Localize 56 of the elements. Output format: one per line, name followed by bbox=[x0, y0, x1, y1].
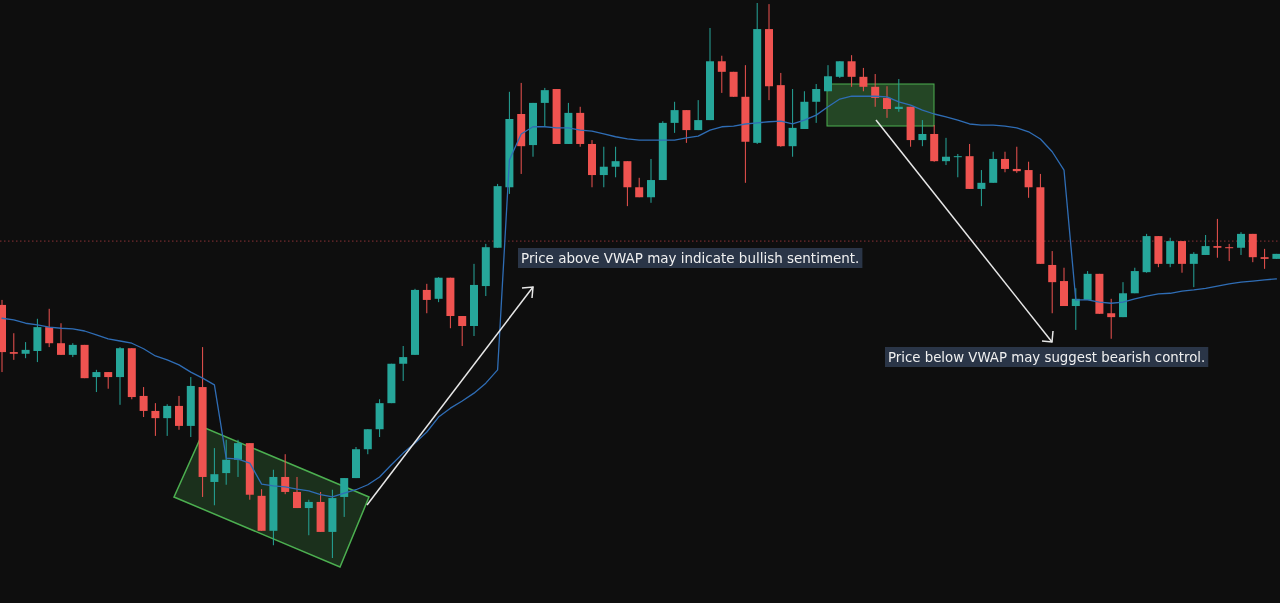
candlestick bbox=[1107, 298, 1116, 340]
candlestick bbox=[647, 158, 655, 204]
candlestick bbox=[540, 87, 549, 128]
candlestick bbox=[694, 99, 703, 131]
candlestick bbox=[682, 109, 691, 144]
candlestick bbox=[422, 283, 431, 314]
candlestick bbox=[871, 73, 880, 108]
candlestick bbox=[670, 101, 679, 134]
annotation: Price below VWAP may suggest bearish control. bbox=[888, 348, 1210, 365]
annotation: Price above VWAP may indicate bullish sentiment. bbox=[521, 249, 861, 266]
candlestick bbox=[1189, 251, 1198, 288]
candlestick bbox=[222, 439, 231, 486]
candlestick bbox=[989, 151, 998, 184]
candlestick bbox=[1248, 233, 1257, 263]
candlestick bbox=[234, 439, 242, 478]
candlestick bbox=[859, 67, 868, 92]
candlestick bbox=[45, 308, 54, 348]
candlestick bbox=[812, 83, 821, 124]
candlestick bbox=[1166, 237, 1175, 268]
candlestick bbox=[163, 403, 172, 437]
candlestick bbox=[1201, 234, 1210, 256]
candlestick bbox=[1260, 248, 1269, 270]
candlestick bbox=[92, 369, 101, 393]
candlestick bbox=[1225, 243, 1234, 262]
candlestick bbox=[1178, 240, 1186, 274]
candlestick bbox=[434, 276, 443, 303]
candlestick bbox=[281, 453, 290, 495]
candlestick bbox=[918, 119, 927, 147]
candlestick bbox=[363, 428, 372, 455]
candlestick bbox=[33, 318, 42, 363]
candlestick bbox=[9, 332, 18, 361]
candlestick bbox=[883, 85, 891, 119]
candlestick bbox=[57, 322, 65, 356]
candlestick bbox=[824, 64, 832, 92]
candlestick bbox=[1024, 161, 1033, 199]
candlestick bbox=[953, 153, 962, 178]
candlestick bbox=[1213, 218, 1222, 259]
candlestick bbox=[847, 54, 856, 88]
candlestick bbox=[599, 146, 608, 188]
candlestick bbox=[1001, 151, 1009, 173]
candlestick bbox=[1048, 250, 1057, 314]
candlestick bbox=[1130, 267, 1139, 294]
candlestick bbox=[458, 315, 467, 347]
candlestick bbox=[717, 55, 726, 94]
candlestick bbox=[304, 499, 313, 536]
candlestick bbox=[175, 395, 183, 431]
candlestick bbox=[293, 476, 301, 509]
candlestick bbox=[340, 477, 349, 518]
candlestick bbox=[139, 386, 148, 418]
candlestick bbox=[611, 146, 620, 178]
candlestick bbox=[1237, 231, 1245, 256]
candlestick bbox=[399, 345, 408, 382]
candlestick bbox=[788, 88, 797, 158]
candlestick bbox=[151, 402, 160, 437]
candlestick bbox=[210, 447, 219, 506]
candlestick bbox=[977, 169, 986, 207]
